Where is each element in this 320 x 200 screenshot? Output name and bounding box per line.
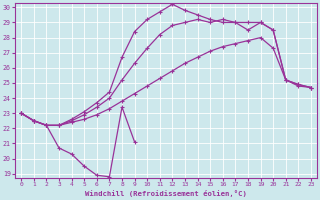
X-axis label: Windchill (Refroidissement éolien,°C): Windchill (Refroidissement éolien,°C): [85, 190, 247, 197]
